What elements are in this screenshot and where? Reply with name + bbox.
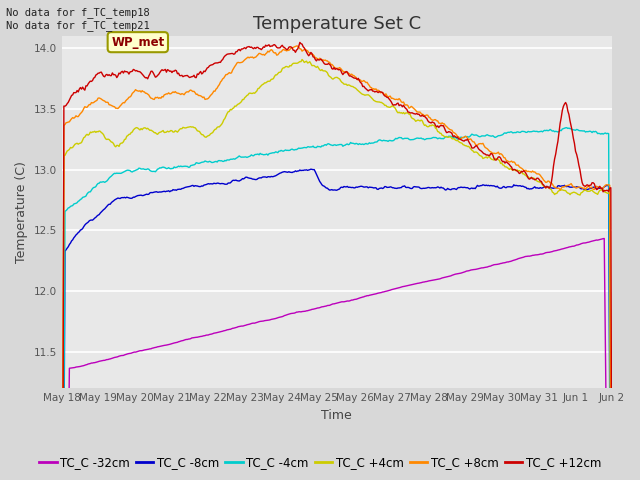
Legend: TC_C -32cm, TC_C -8cm, TC_C -4cm, TC_C +4cm, TC_C +8cm, TC_C +12cm: TC_C -32cm, TC_C -8cm, TC_C -4cm, TC_C +… [34, 452, 606, 474]
Text: WP_met: WP_met [111, 36, 164, 48]
X-axis label: Time: Time [321, 409, 352, 422]
Title: Temperature Set C: Temperature Set C [253, 15, 421, 33]
Y-axis label: Temperature (C): Temperature (C) [15, 161, 28, 263]
Text: No data for f_TC_temp18
No data for f_TC_temp21: No data for f_TC_temp18 No data for f_TC… [6, 7, 150, 31]
